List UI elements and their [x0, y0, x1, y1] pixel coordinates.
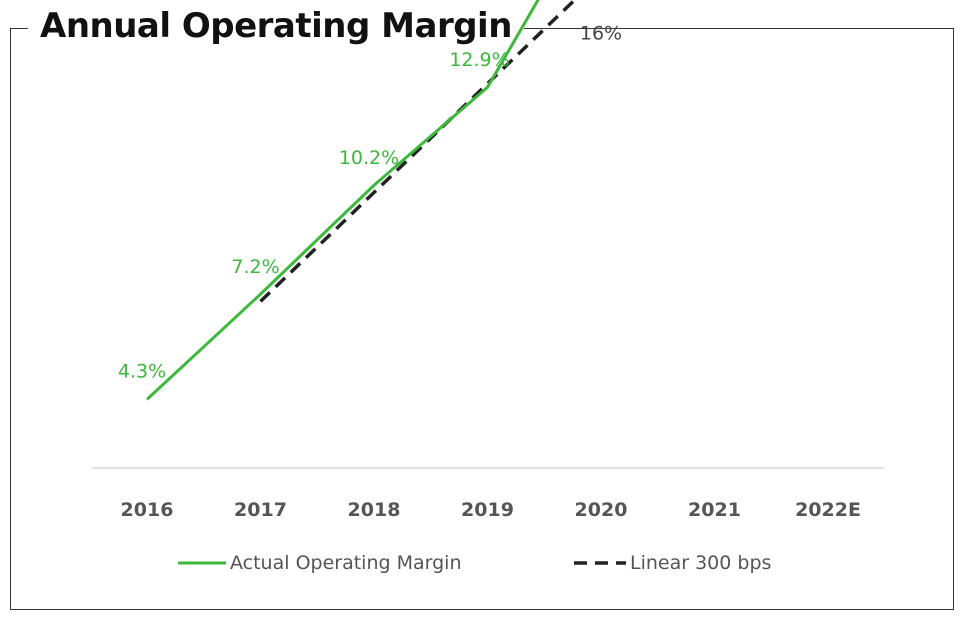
actual-operating-margin-line	[145, 0, 540, 401]
data-label-actual-2017: 7.2%	[231, 256, 279, 278]
x-tick-label-2020: 2020	[575, 499, 628, 521]
chart-title: Annual Operating Margin	[28, 6, 524, 46]
data-label-linear-2020: 16%	[580, 23, 622, 45]
x-tick-label-2019: 2019	[461, 499, 514, 521]
legend-label-linear: Linear 300 bps	[630, 552, 771, 574]
x-tick-label-2022e: 2022E	[795, 499, 861, 521]
x-tick-label-2021: 2021	[688, 499, 741, 521]
legend-label-actual: Actual Operating Margin	[230, 552, 462, 574]
x-tick-label-2016: 2016	[121, 499, 174, 521]
linear-300bps-line	[259, 0, 578, 303]
x-tick-label-2017: 2017	[234, 499, 287, 521]
data-label-actual-2016: 4.3%	[118, 360, 166, 382]
data-label-actual-2019: 12.9%	[449, 49, 509, 71]
data-label-actual-2018: 10.2%	[339, 147, 399, 169]
x-tick-label-2018: 2018	[348, 499, 401, 521]
